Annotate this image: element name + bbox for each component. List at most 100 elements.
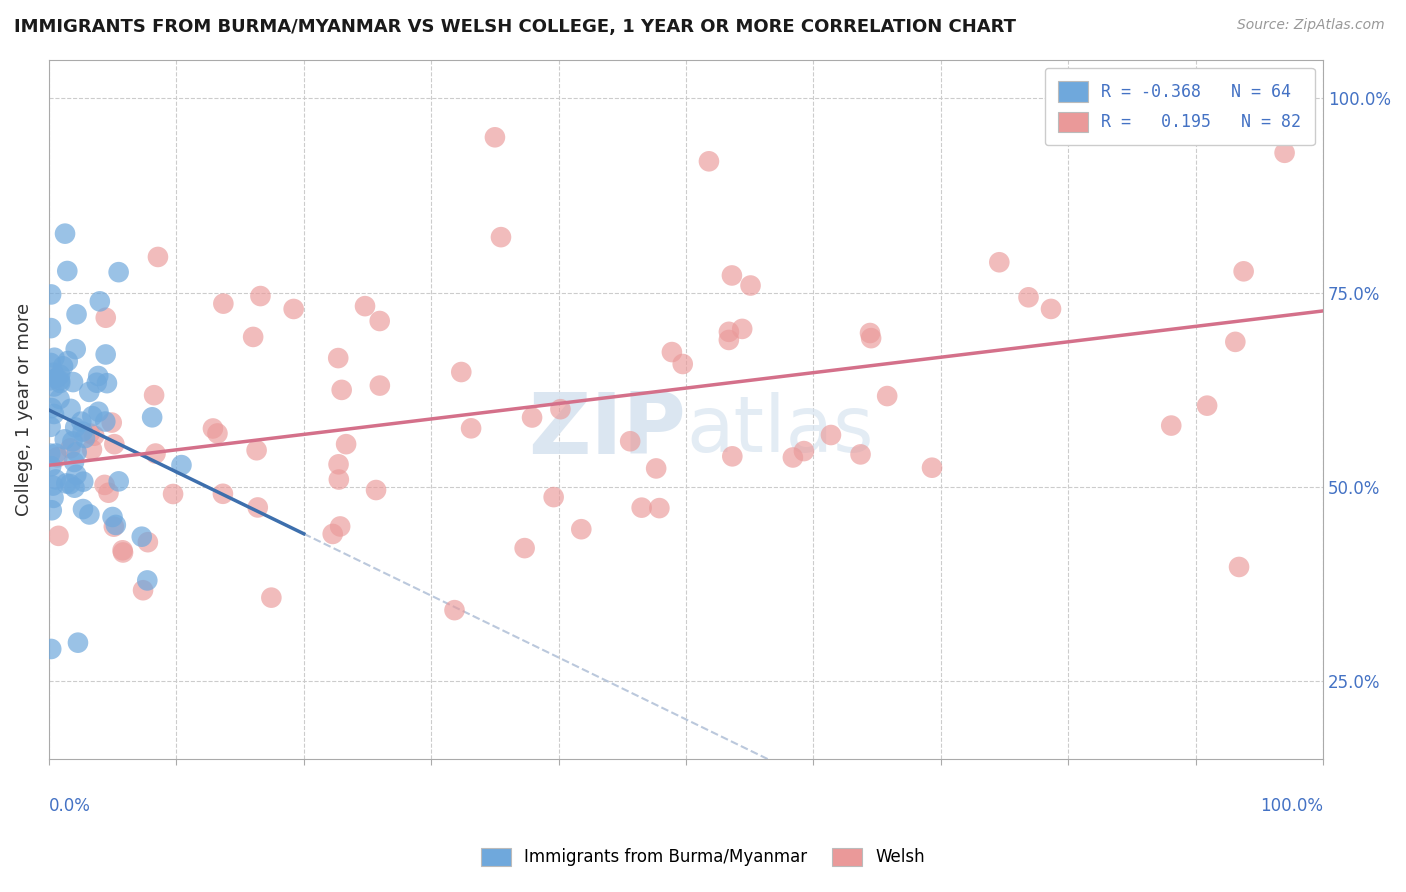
Point xyxy=(42,491,65,505)
Point xyxy=(66,635,89,649)
Point xyxy=(103,437,125,451)
Point xyxy=(450,365,472,379)
Point xyxy=(52,359,75,374)
Point xyxy=(876,389,898,403)
Point xyxy=(368,314,391,328)
Point xyxy=(146,250,169,264)
Point xyxy=(849,447,872,461)
Point xyxy=(443,603,465,617)
Point xyxy=(143,388,166,402)
Point xyxy=(41,503,63,517)
Point xyxy=(79,384,101,399)
Point xyxy=(988,255,1011,269)
Point xyxy=(212,296,235,310)
Point xyxy=(94,347,117,361)
Point xyxy=(460,421,482,435)
Point xyxy=(42,478,65,492)
Point xyxy=(62,375,84,389)
Point xyxy=(56,354,79,368)
Point xyxy=(65,342,87,356)
Point xyxy=(72,502,94,516)
Point xyxy=(740,278,762,293)
Point xyxy=(65,467,87,482)
Point xyxy=(112,545,135,559)
Point xyxy=(70,415,93,429)
Point xyxy=(212,487,235,501)
Point xyxy=(49,373,72,387)
Point xyxy=(283,301,305,316)
Point xyxy=(59,477,82,491)
Point xyxy=(860,331,883,345)
Point xyxy=(53,433,76,447)
Point xyxy=(107,475,129,489)
Point xyxy=(44,351,66,365)
Point xyxy=(246,443,269,458)
Point xyxy=(330,383,353,397)
Point xyxy=(328,473,350,487)
Point xyxy=(368,378,391,392)
Point xyxy=(66,445,89,459)
Point xyxy=(53,227,76,241)
Point xyxy=(364,483,387,497)
Point xyxy=(72,475,94,489)
Point xyxy=(136,574,159,588)
Point xyxy=(65,420,87,434)
Point xyxy=(100,416,122,430)
Point xyxy=(260,591,283,605)
Point xyxy=(170,458,193,472)
Point xyxy=(328,458,350,472)
Point xyxy=(1274,145,1296,160)
Point xyxy=(731,322,754,336)
Point xyxy=(1233,264,1256,278)
Point xyxy=(569,522,592,536)
Legend: R = -0.368   N = 64, R =   0.195   N = 82: R = -0.368 N = 64, R = 0.195 N = 82 xyxy=(1045,68,1315,145)
Point xyxy=(1227,560,1250,574)
Point xyxy=(329,519,352,533)
Point xyxy=(1018,290,1040,304)
Point xyxy=(793,444,815,458)
Point xyxy=(65,307,87,321)
Point xyxy=(60,434,83,449)
Point xyxy=(80,442,103,457)
Point xyxy=(619,434,641,449)
Point xyxy=(82,409,104,423)
Point xyxy=(132,583,155,598)
Point xyxy=(42,366,65,380)
Point xyxy=(72,425,94,439)
Point xyxy=(104,517,127,532)
Text: 0.0%: 0.0% xyxy=(49,797,91,815)
Point xyxy=(79,426,101,441)
Point xyxy=(55,476,77,491)
Point xyxy=(328,351,350,365)
Point xyxy=(484,130,506,145)
Point xyxy=(489,230,512,244)
Text: 100.0%: 100.0% xyxy=(1260,797,1323,815)
Point xyxy=(141,410,163,425)
Point xyxy=(1160,418,1182,433)
Text: IMMIGRANTS FROM BURMA/MYANMAR VS WELSH COLLEGE, 1 YEAR OR MORE CORRELATION CHART: IMMIGRANTS FROM BURMA/MYANMAR VS WELSH C… xyxy=(14,18,1017,36)
Point xyxy=(96,376,118,391)
Point xyxy=(717,325,740,339)
Point xyxy=(717,333,740,347)
Point xyxy=(93,478,115,492)
Point xyxy=(782,450,804,465)
Point xyxy=(48,529,70,543)
Point xyxy=(39,373,62,387)
Point xyxy=(39,420,62,434)
Point xyxy=(201,421,224,435)
Point xyxy=(513,541,536,555)
Point xyxy=(921,460,943,475)
Point xyxy=(550,402,572,417)
Point xyxy=(1197,399,1219,413)
Point xyxy=(242,330,264,344)
Point xyxy=(39,356,62,370)
Point xyxy=(39,642,62,657)
Point xyxy=(103,519,125,533)
Point xyxy=(145,446,167,460)
Point xyxy=(162,487,184,501)
Text: Source: ZipAtlas.com: Source: ZipAtlas.com xyxy=(1237,18,1385,32)
Point xyxy=(45,472,67,486)
Point xyxy=(45,446,67,460)
Point xyxy=(543,490,565,504)
Point xyxy=(63,455,86,469)
